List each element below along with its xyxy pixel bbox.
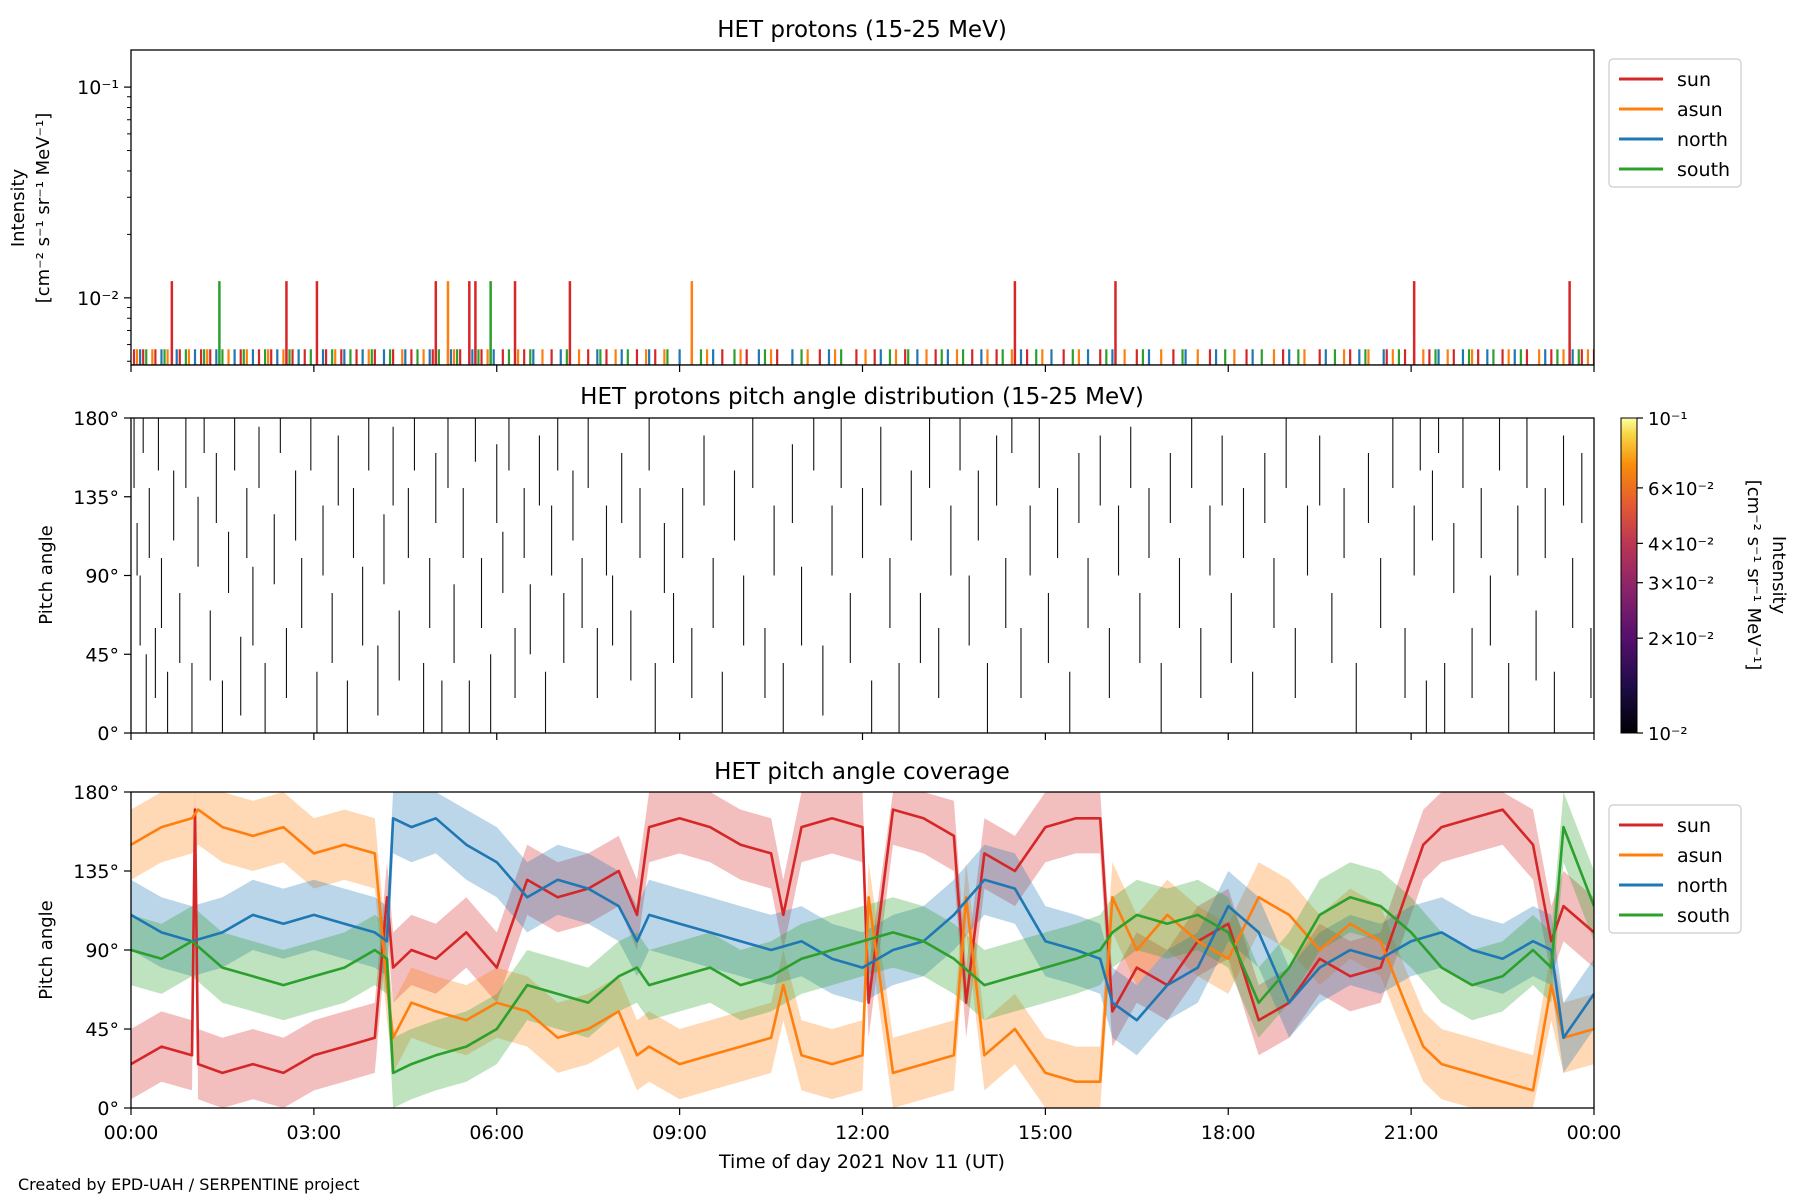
panel3-title: HET pitch angle coverage bbox=[714, 759, 1010, 785]
panel2-ylabel: Pitch angle bbox=[36, 525, 57, 624]
colorbar-label-line1: Intensity bbox=[1768, 536, 1789, 615]
p2-ytick-label-1: 45° bbox=[85, 644, 119, 666]
p1-legend-label-north: north bbox=[1677, 129, 1728, 151]
colorbar-tick-label-4: 6×10⁻² bbox=[1648, 479, 1714, 500]
panel1-ylabel: Intensity [cm⁻² s⁻¹ sr⁻¹ MeV⁻¹] bbox=[8, 113, 54, 304]
p3-legend-label-asun: asun bbox=[1677, 845, 1723, 867]
panel1-plot: 10⁻² 10⁻¹ bbox=[77, 49, 1595, 372]
x-axis-label: Time of day 2021 Nov 11 (UT) bbox=[718, 1151, 1005, 1173]
panel1-title: HET protons (15-25 MeV) bbox=[717, 17, 1007, 43]
x-tick-label-6: 18:00 bbox=[1201, 1122, 1256, 1144]
panel1-ylabel-line1: Intensity bbox=[8, 168, 29, 247]
panel3-plot: 0° 45° 90° 135° 180° 00:00 03:00 06:00 09:00 12:0… bbox=[73, 782, 1621, 1144]
colorbar-gradient bbox=[1620, 417, 1638, 734]
p3-north-line bbox=[131, 816, 1594, 1040]
x-tick-label-8: 00:00 bbox=[1567, 1122, 1622, 1144]
panel2-title: HET protons pitch angle distribution (15… bbox=[580, 384, 1144, 410]
x-tick-label-4: 12:00 bbox=[835, 1122, 890, 1144]
x-tick-label-2: 06:00 bbox=[469, 1122, 524, 1144]
p2-ytick-label-2: 90° bbox=[85, 566, 119, 588]
panel2-plot: 0° 45° 90° 135° 180° bbox=[73, 408, 1595, 745]
p1-legend-box bbox=[1608, 58, 1742, 188]
panel1-ylabel-line2: [cm⁻² s⁻¹ sr⁻¹ MeV⁻¹] bbox=[33, 113, 54, 304]
x-tick-label-7: 21:00 bbox=[1384, 1122, 1439, 1144]
x-tick-label-0: 00:00 bbox=[104, 1122, 159, 1144]
p3-ytick-label-3: 135° bbox=[73, 861, 119, 883]
panel3-frame bbox=[130, 791, 1595, 1109]
p1-ytick-label-1: 10⁻¹ bbox=[77, 77, 119, 99]
colorbar-tick-label-5: 10⁻¹ bbox=[1648, 409, 1688, 430]
p2-ytick-label-3: 135° bbox=[73, 487, 119, 509]
panel1-frame bbox=[130, 49, 1595, 366]
p3-ytick-label-0: 0° bbox=[97, 1098, 119, 1120]
p3-asun-line bbox=[131, 808, 1594, 1092]
p1-ytick-label-0: 10⁻² bbox=[77, 288, 119, 310]
x-tick-label-5: 15:00 bbox=[1018, 1122, 1073, 1144]
p1-legend-label-sun: sun bbox=[1677, 69, 1711, 91]
p1-legend-label-south: south bbox=[1677, 159, 1730, 181]
x-tick-label-1: 03:00 bbox=[286, 1122, 341, 1144]
x-tick-label-3: 09:00 bbox=[652, 1122, 707, 1144]
p3-legend-label-sun: sun bbox=[1677, 815, 1711, 837]
p3-sun-line bbox=[131, 808, 1594, 1075]
panel3-ylabel: Pitch angle bbox=[36, 900, 57, 999]
colorbar-tick-label-0: 10⁻² bbox=[1648, 724, 1688, 745]
p3-ytick-label-2: 90° bbox=[85, 940, 119, 962]
panel2-frame bbox=[130, 417, 1595, 734]
p2-ytick-label-4: 180° bbox=[73, 408, 119, 430]
p2-ytick-label-0: 0° bbox=[97, 723, 119, 745]
colorbar-tick-label-3: 4×10⁻² bbox=[1648, 534, 1714, 555]
p3-legend-label-north: north bbox=[1677, 875, 1728, 897]
panel1-legend: sun asun north south bbox=[1608, 58, 1742, 188]
p3-south-line bbox=[131, 825, 1594, 1075]
colorbar-tick-label-2: 3×10⁻² bbox=[1648, 574, 1714, 595]
p1-legend-label-asun: asun bbox=[1677, 99, 1723, 121]
p3-ytick-label-1: 45° bbox=[85, 1019, 119, 1041]
p3-ytick-label-4: 180° bbox=[73, 782, 119, 804]
colorbar: 10⁻² 2×10⁻² 3×10⁻² 4×10⁻² 6×10⁻² 10⁻¹ Intensi… bbox=[1620, 409, 1789, 745]
p3-legend-box bbox=[1608, 804, 1742, 934]
p3-legend-label-south: south bbox=[1677, 905, 1730, 927]
colorbar-label-line2: [cm⁻² s⁻¹ sr⁻¹ MeV⁻¹] bbox=[1743, 480, 1764, 671]
colorbar-tick-label-1: 2×10⁻² bbox=[1648, 629, 1714, 650]
panel3-legend: sun asun north south bbox=[1608, 804, 1742, 934]
credit-footer: Created by EPD-UAH / SERPENTINE project bbox=[18, 1175, 360, 1194]
